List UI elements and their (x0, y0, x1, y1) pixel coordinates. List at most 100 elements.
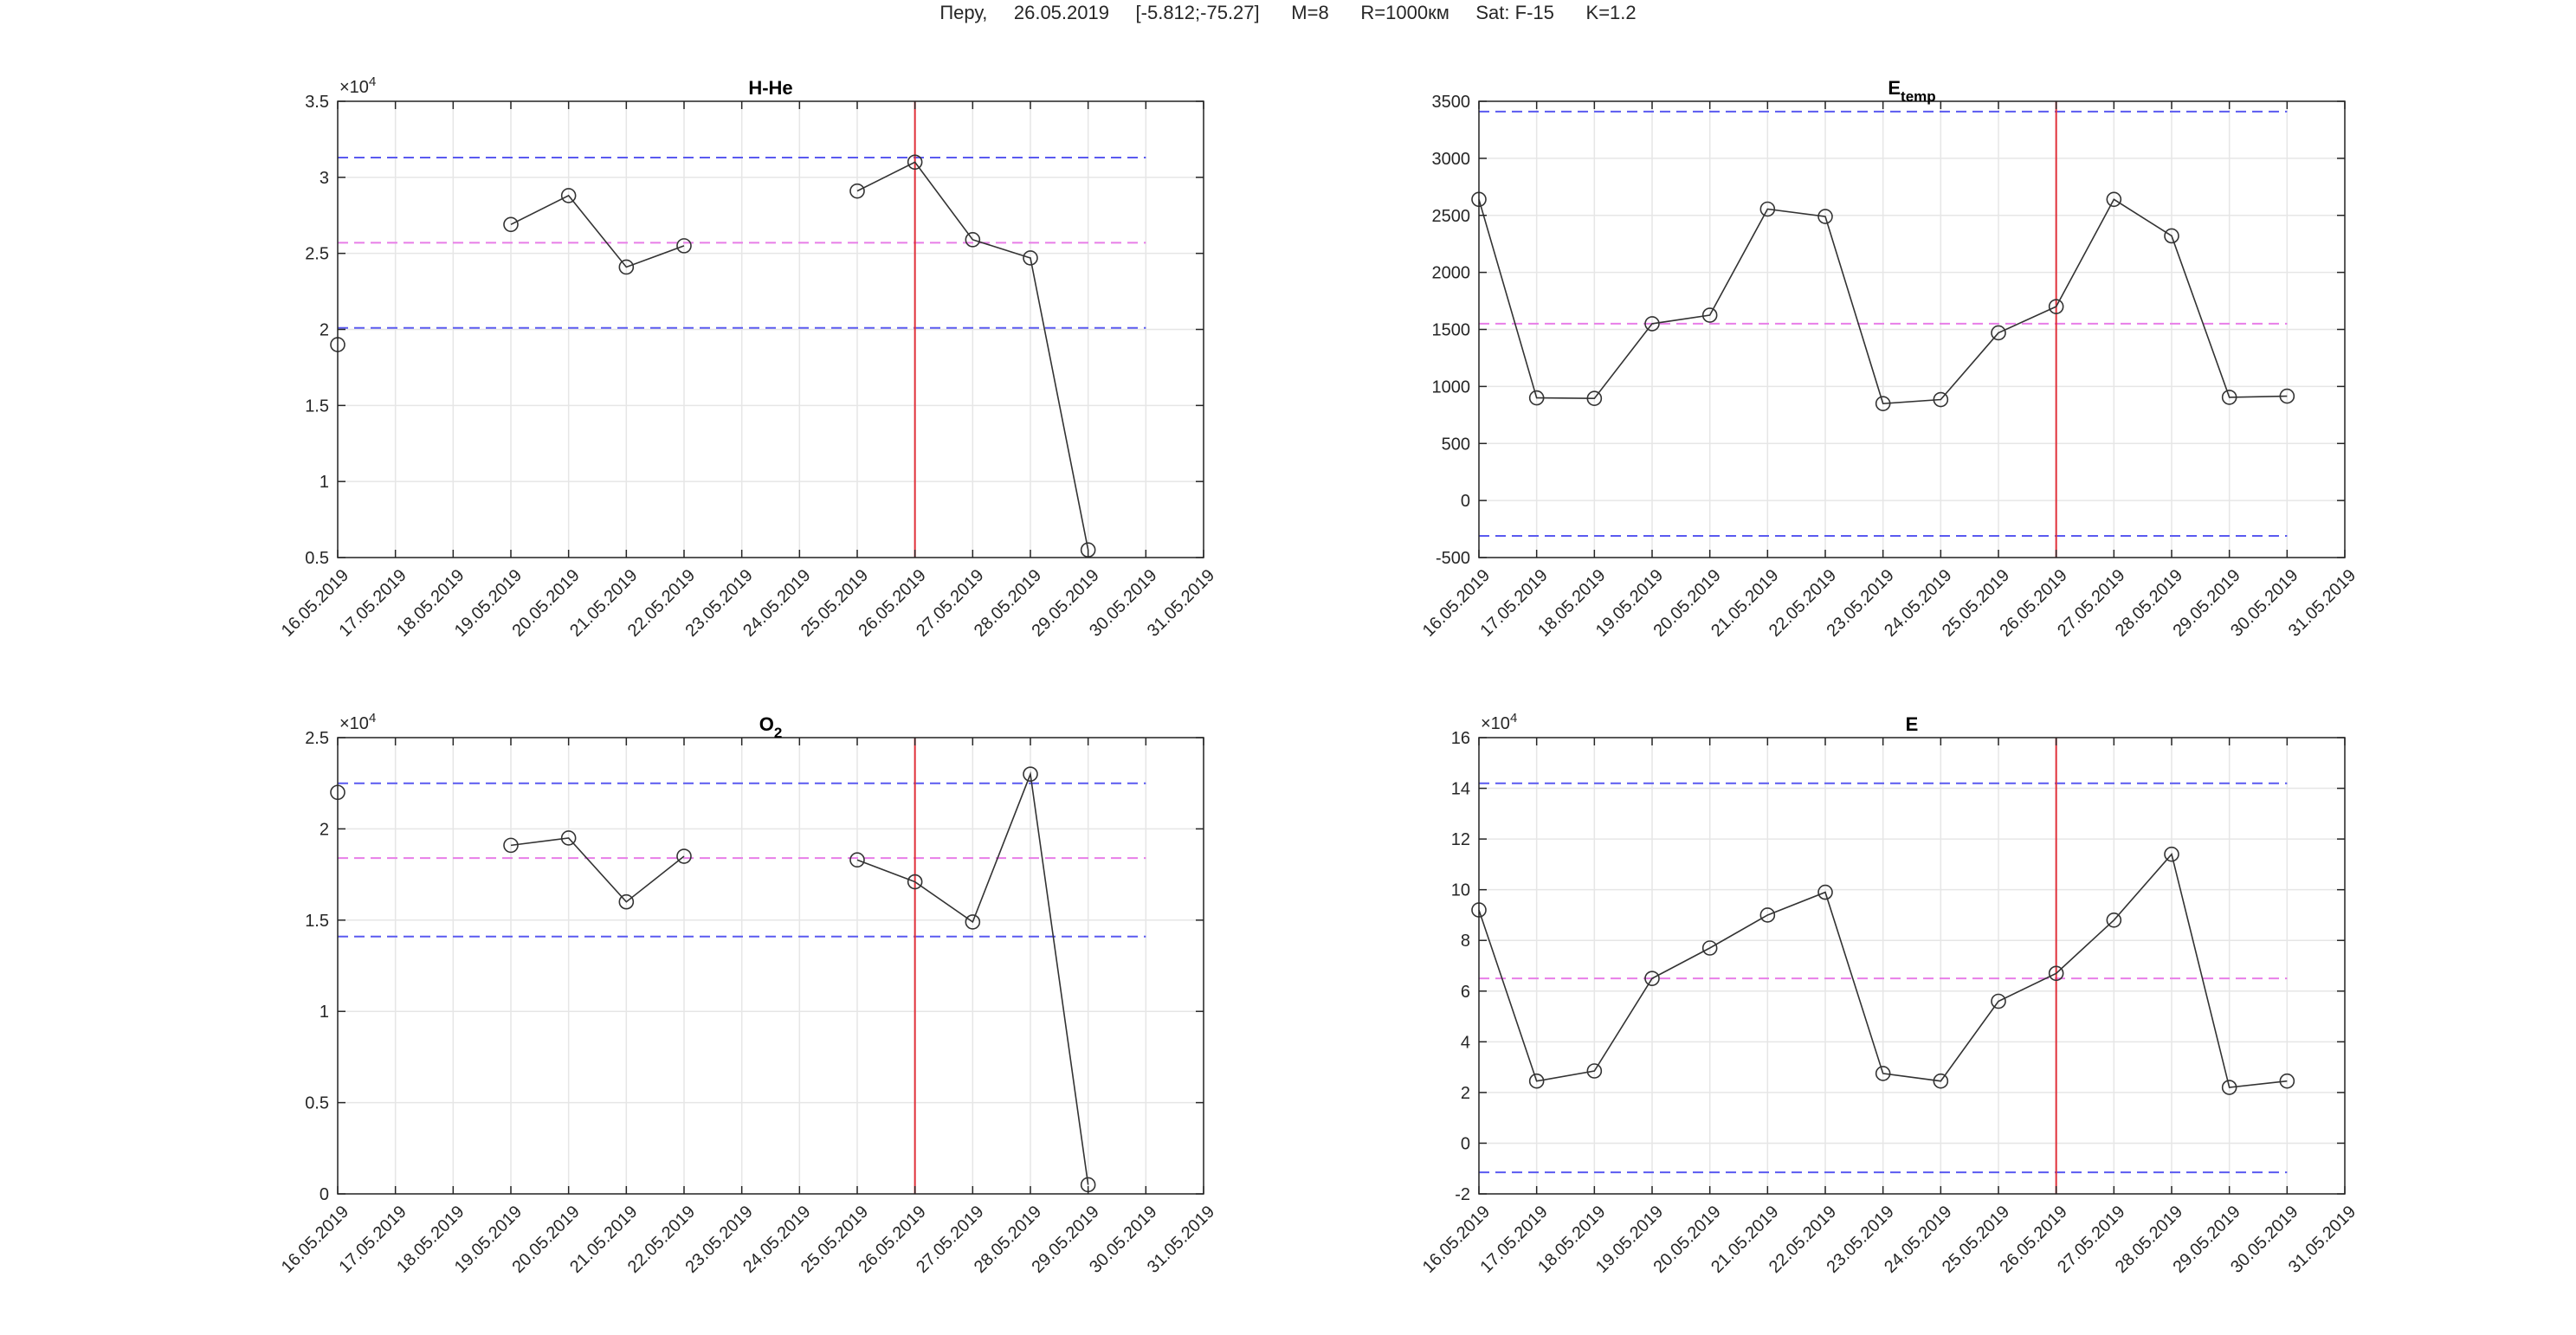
y-tick-label: -2 (1455, 1185, 1470, 1204)
data-point (1991, 993, 2006, 1009)
y-exponent-power: 4 (1510, 711, 1517, 726)
data-point (560, 830, 577, 846)
data-point (1933, 1073, 1949, 1089)
y-tick-label: 0.5 (305, 1094, 329, 1113)
data-point (1875, 396, 1891, 411)
y-tick-label: 0 (320, 1185, 329, 1204)
subplot-title-subscript: temp (1901, 88, 1936, 105)
subplot-title: E (1906, 713, 1919, 735)
y-exponent-power: 4 (369, 74, 376, 89)
data-point (1933, 391, 1949, 408)
y-tick-label: 500 (1442, 435, 1470, 454)
y-tick-label: 3500 (1432, 93, 1471, 112)
data-point (2048, 299, 2064, 314)
subplot-3: 00.511.522.516.05.201917.05.201918.05.20… (278, 711, 1218, 1277)
data-point (1644, 971, 1660, 986)
y-tick-label: 2 (320, 820, 329, 839)
data-point (849, 183, 865, 199)
data-point (2279, 1073, 2295, 1089)
y-tick-label: 16 (1451, 729, 1470, 748)
data-point (965, 232, 981, 248)
data-point (965, 914, 981, 930)
y-tick-label: 3 (320, 169, 329, 188)
subplot-title-subscript: 2 (774, 725, 782, 741)
y-tick-label: 1 (320, 473, 329, 492)
data-point (849, 852, 865, 868)
data-point (1759, 201, 1776, 217)
data-point (560, 188, 577, 203)
series-line (510, 837, 685, 903)
data-point (2221, 390, 2237, 405)
figure-suptitle: Перу, 26.05.2019 [-5.812;-75.27] M=8 R=1… (939, 2, 1637, 23)
y-tick-label: 0 (1461, 492, 1470, 511)
data-point (2279, 388, 2295, 404)
y-tick-label: 3000 (1432, 150, 1471, 169)
subplot-title: O2 (759, 713, 783, 741)
data-point (1528, 1073, 1545, 1089)
data-point (1586, 390, 1603, 407)
data-point (1701, 307, 1718, 323)
data-point (907, 154, 923, 171)
y-tick-label: 8 (1461, 932, 1470, 951)
y-exponent-label: ×104 (339, 74, 376, 97)
y-tick-label: 1 (320, 1003, 329, 1022)
y-tick-label: 14 (1451, 780, 1470, 799)
axes-box (337, 737, 1204, 1195)
data-point (1644, 316, 1660, 332)
series-line (510, 194, 685, 268)
axes-background (338, 738, 1204, 1194)
data-point (1759, 907, 1776, 923)
data-point (676, 238, 692, 254)
data-point (1817, 209, 1833, 224)
y-tick-label: 2500 (1432, 207, 1471, 226)
subplot-1: 0.511.522.533.516.05.201917.05.201918.05… (278, 74, 1218, 641)
y-tick-label: 4 (1461, 1033, 1470, 1052)
y-tick-label: -500 (1436, 549, 1470, 568)
y-tick-label: 2 (320, 321, 329, 340)
y-tick-label: 12 (1451, 830, 1470, 849)
data-point (2106, 913, 2122, 928)
y-tick-label: 2000 (1432, 264, 1471, 283)
y-tick-label: 1000 (1432, 377, 1471, 397)
data-point (1528, 390, 1545, 406)
data-point (1023, 250, 1038, 266)
data-point (1875, 1066, 1891, 1081)
series-line (856, 161, 1089, 551)
data-point (2106, 191, 2122, 208)
data-point (2164, 228, 2179, 244)
data-point (1817, 884, 1833, 900)
data-point (1991, 325, 2006, 341)
y-exponent-label: ×104 (339, 711, 376, 733)
y-tick-label: 1.5 (305, 912, 329, 931)
data-point (2048, 965, 2064, 982)
data-point (503, 216, 519, 233)
y-exponent-label: ×104 (1481, 711, 1517, 733)
y-tick-label: 6 (1461, 983, 1470, 1002)
series-line (1478, 198, 2288, 404)
data-point (907, 874, 923, 890)
data-point (1701, 940, 1718, 956)
data-point (503, 837, 519, 854)
subplot-title: Etemp (1888, 77, 1935, 105)
y-tick-label: 10 (1451, 881, 1470, 900)
data-point (676, 848, 692, 864)
y-tick-label: 0 (1461, 1134, 1470, 1153)
subplot-4: -2024681012141616.05.201917.05.201918.05… (1419, 711, 2360, 1277)
y-exponent-power: 4 (369, 711, 376, 726)
data-point (618, 893, 635, 910)
series-line (856, 771, 1089, 1185)
axes-box (1478, 737, 2346, 1195)
data-point (1023, 766, 1038, 782)
series-line (1478, 852, 2288, 1088)
data-point (2221, 1080, 2237, 1095)
y-tick-label: 3.5 (305, 93, 329, 112)
y-tick-label: 1500 (1432, 321, 1471, 340)
y-tick-label: 0.5 (305, 549, 329, 568)
y-tick-label: 2 (1461, 1084, 1470, 1103)
subplot-title: H-He (748, 77, 792, 99)
y-tick-label: 1.5 (305, 397, 329, 416)
subplot-2: -500050010001500200025003000350016.05.20… (1419, 77, 2360, 641)
y-tick-label: 2.5 (305, 245, 329, 264)
data-point (1586, 1063, 1603, 1079)
